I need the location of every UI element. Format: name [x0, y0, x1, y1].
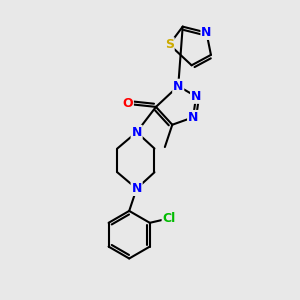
Text: N: N: [131, 182, 142, 195]
Text: N: N: [173, 80, 183, 93]
Text: N: N: [131, 126, 142, 139]
Text: O: O: [122, 98, 133, 110]
Text: N: N: [188, 111, 198, 124]
Text: Cl: Cl: [163, 212, 176, 225]
Text: S: S: [165, 38, 174, 51]
Text: N: N: [191, 90, 201, 103]
Text: N: N: [201, 26, 212, 39]
